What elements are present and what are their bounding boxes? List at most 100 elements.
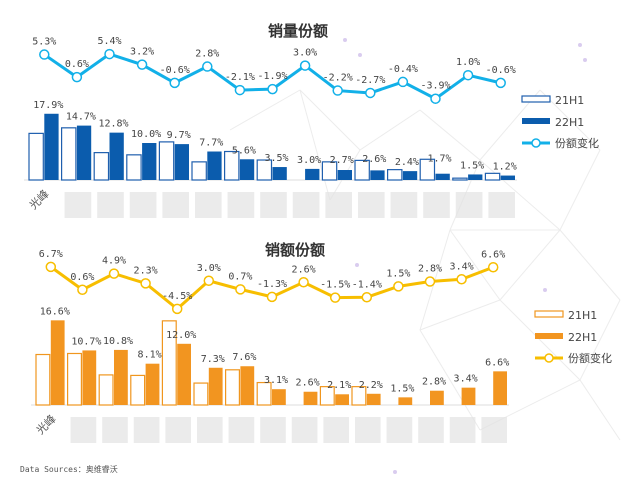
bar-label: 6.6% bbox=[485, 357, 509, 368]
legend-swatch-22h1 bbox=[522, 118, 550, 124]
blurred-category-label bbox=[291, 417, 318, 443]
bar-22h1 bbox=[142, 143, 157, 180]
bar-22h1 bbox=[207, 151, 222, 180]
network-line bbox=[419, 109, 481, 161]
bar-21h1 bbox=[224, 150, 240, 181]
legend-swatch-21h1 bbox=[534, 310, 564, 318]
bar-label: 17.9% bbox=[33, 100, 63, 111]
bar-22h1 bbox=[208, 367, 223, 405]
change-label: 0.6% bbox=[70, 272, 94, 283]
bar-label: 10.7% bbox=[71, 336, 101, 347]
chart-title: 销额份额 bbox=[265, 241, 325, 259]
network-line bbox=[559, 229, 621, 301]
change-label: 6.6% bbox=[481, 249, 505, 260]
change-label: -2.1% bbox=[225, 72, 255, 83]
change-label: 0.7% bbox=[228, 271, 252, 282]
change-label: -0.6% bbox=[160, 65, 190, 76]
legend-label: 21H1 bbox=[555, 94, 584, 107]
bar-21h1 bbox=[256, 381, 272, 406]
change-point bbox=[77, 284, 88, 295]
bar-22h1 bbox=[493, 371, 507, 405]
decor-dot bbox=[358, 53, 362, 57]
change-label: -0.6% bbox=[486, 65, 516, 76]
change-point bbox=[267, 83, 278, 95]
blurred-category-label bbox=[97, 192, 124, 218]
bar-21h1 bbox=[60, 127, 77, 181]
bar-21h1 bbox=[452, 177, 468, 181]
bar-21h1 bbox=[419, 158, 436, 181]
change-point bbox=[487, 262, 499, 273]
network-line bbox=[479, 159, 561, 231]
bar-22h1 bbox=[239, 159, 255, 180]
bar-label: 2.4% bbox=[395, 157, 419, 168]
bar-label: 3.5% bbox=[264, 153, 288, 164]
change-label: 1.5% bbox=[386, 268, 410, 279]
change-label: 2.3% bbox=[134, 265, 158, 276]
bar-22h1 bbox=[240, 366, 255, 405]
bar-label: 2.1% bbox=[327, 380, 351, 391]
bar-21h1 bbox=[191, 161, 207, 181]
bar-22h1 bbox=[76, 125, 92, 180]
change-label: -1.9% bbox=[257, 71, 287, 82]
bar-21h1 bbox=[126, 154, 142, 181]
blurred-category-label bbox=[227, 192, 255, 218]
bar-22h1 bbox=[50, 320, 65, 405]
legend-label: 21H1 bbox=[568, 309, 597, 322]
network-line bbox=[559, 149, 601, 231]
blurred-category-label bbox=[260, 192, 287, 218]
change-label: 3.0% bbox=[197, 263, 221, 274]
network-line bbox=[419, 329, 481, 431]
bar-22h1 bbox=[303, 391, 318, 405]
change-point bbox=[298, 277, 309, 288]
bar-label: 2.6% bbox=[362, 154, 386, 165]
change-point bbox=[202, 61, 213, 72]
blurred-category-label bbox=[195, 192, 222, 218]
bar-21h1 bbox=[35, 353, 51, 406]
bar-22h1 bbox=[145, 363, 160, 405]
blurred-category-label bbox=[423, 192, 450, 218]
bar-label: 7.3% bbox=[201, 354, 225, 365]
bar-22h1 bbox=[177, 343, 191, 405]
blurred-category-label bbox=[133, 417, 160, 443]
bar-label: 3.1% bbox=[264, 375, 288, 386]
change-point bbox=[140, 278, 151, 289]
decor-dot bbox=[583, 58, 587, 62]
legend-label: 22H1 bbox=[568, 331, 597, 344]
change-point bbox=[430, 93, 441, 104]
bar-21h1 bbox=[321, 161, 338, 181]
bar-21h1 bbox=[484, 172, 501, 181]
blurred-category-label bbox=[355, 417, 381, 443]
blurred-category-label bbox=[165, 417, 191, 443]
legend-label: 22H1 bbox=[555, 116, 584, 129]
legend-swatch-point bbox=[531, 138, 541, 148]
change-point bbox=[424, 276, 436, 287]
change-point bbox=[203, 275, 215, 286]
bar-label: 1.7% bbox=[427, 154, 451, 165]
blurred-category-label bbox=[488, 192, 515, 218]
change-label: -1.3% bbox=[257, 279, 287, 290]
network-line bbox=[419, 299, 501, 331]
network-line bbox=[359, 109, 421, 151]
bar-label: 2.6% bbox=[296, 378, 320, 389]
blurred-category-label bbox=[228, 417, 255, 443]
bar-label: 1.5% bbox=[460, 160, 484, 171]
change-point bbox=[361, 292, 373, 303]
network-line bbox=[299, 89, 361, 151]
bar-21h1 bbox=[319, 386, 335, 406]
change-label: -2.2% bbox=[323, 73, 353, 84]
change-point bbox=[108, 268, 120, 279]
bar-22h1 bbox=[272, 167, 287, 180]
decor-dot bbox=[543, 288, 547, 292]
blurred-category-label bbox=[449, 417, 476, 443]
bar-21h1 bbox=[225, 369, 241, 406]
blurred-category-label bbox=[323, 417, 349, 443]
change-point bbox=[171, 303, 183, 315]
legend-swatch-point bbox=[544, 353, 554, 363]
bar-22h1 bbox=[335, 394, 349, 405]
bar-label: 3.0% bbox=[297, 155, 321, 166]
network-line bbox=[299, 89, 331, 201]
network-line bbox=[579, 379, 621, 441]
bar-22h1 bbox=[109, 132, 124, 180]
blurred-category-label bbox=[386, 417, 413, 443]
